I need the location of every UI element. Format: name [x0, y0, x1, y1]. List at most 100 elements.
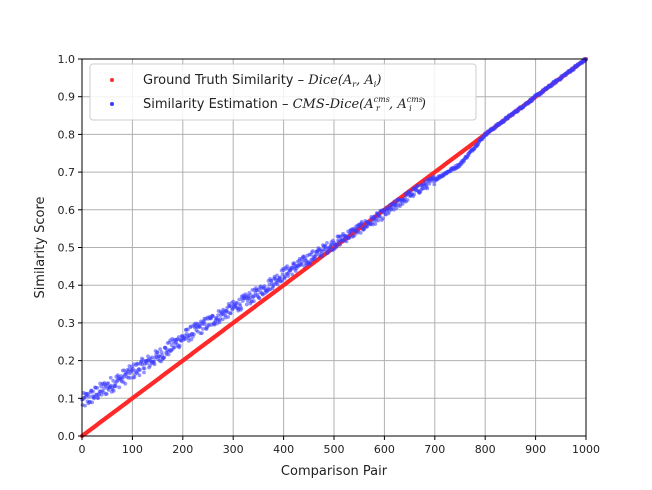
- estimation-point: [269, 278, 274, 283]
- estimation-point: [111, 389, 116, 393]
- estimation-point: [142, 370, 146, 375]
- estimation-point: [211, 314, 215, 319]
- estimation-point: [376, 218, 381, 223]
- estimation-point: [425, 186, 430, 191]
- estimation-point: [352, 233, 357, 238]
- y-tick-label: 0.4: [58, 279, 76, 292]
- estimation-point: [146, 354, 150, 359]
- estimation-point: [158, 347, 163, 352]
- legend: Ground Truth Similarity – Dice(Ar, Ai) S…: [89, 63, 477, 121]
- estimation-point: [189, 337, 194, 342]
- estimation-point: [427, 181, 432, 186]
- estimation-point: [262, 284, 267, 289]
- estimation-point: [278, 275, 282, 280]
- y-tick-label: 0.9: [58, 91, 76, 104]
- estimation-point: [152, 359, 156, 364]
- estimation-point: [128, 376, 133, 380]
- estimation-point: [405, 198, 410, 202]
- estimation-point: [338, 242, 342, 247]
- x-tick-label: 500: [324, 443, 345, 456]
- estimation-point: [251, 299, 256, 304]
- estimation-point: [145, 361, 149, 366]
- y-tick-label: 0.8: [58, 128, 76, 141]
- estimation-point: [91, 389, 95, 394]
- y-tick-label: 0.5: [58, 242, 76, 255]
- x-tick-label: 100: [122, 443, 143, 456]
- legend-label-ground-truth: Ground Truth Similarity – Dice(Ar, Ai): [143, 73, 381, 89]
- estimation-point: [373, 222, 378, 226]
- y-axis-title: Similarity Score: [33, 196, 48, 298]
- estimation-point: [83, 403, 87, 408]
- estimation-point: [104, 391, 109, 396]
- estimation-point: [117, 385, 122, 390]
- estimation-point: [228, 311, 233, 316]
- estimation-point: [113, 384, 118, 389]
- x-tick-label: 800: [475, 443, 496, 456]
- estimation-point: [394, 206, 399, 211]
- estimation-point: [239, 306, 244, 311]
- x-tick-label: 300: [223, 443, 244, 456]
- estimation-point: [358, 230, 363, 235]
- x-tick-label: 400: [273, 443, 294, 456]
- estimation-point: [286, 274, 291, 279]
- estimation-point: [150, 355, 154, 360]
- estimation-point: [290, 272, 295, 277]
- estimation-point: [244, 302, 249, 307]
- estimation-point: [166, 352, 171, 357]
- estimation-point: [123, 381, 128, 386]
- x-axis-title: Comparison Pair: [281, 464, 388, 479]
- y-tick-label: 0.0: [58, 430, 76, 443]
- estimation-point: [191, 332, 196, 337]
- estimation-point: [200, 331, 204, 336]
- estimation-point: [108, 375, 113, 380]
- estimation-point: [325, 241, 329, 245]
- estimation-point: [237, 297, 242, 302]
- estimation-point: [234, 300, 239, 305]
- estimation-point: [138, 368, 142, 373]
- estimation-point: [87, 394, 91, 399]
- estimation-point: [185, 327, 190, 332]
- estimation-series: [80, 56, 588, 408]
- legend-marker-ground-truth: [110, 78, 114, 82]
- estimation-point: [111, 378, 116, 383]
- y-tick-label: 0.7: [58, 166, 76, 179]
- estimation-point: [292, 261, 297, 265]
- y-tick-label: 1.0: [58, 53, 76, 66]
- estimation-point: [327, 248, 332, 253]
- estimation-point: [99, 392, 104, 397]
- estimation-point: [412, 192, 417, 197]
- y-tick-label: 0.6: [58, 204, 76, 217]
- estimation-point: [172, 345, 177, 350]
- estimation-point: [142, 366, 147, 371]
- y-tick-label: 0.3: [58, 317, 76, 330]
- y-tick-label: 0.2: [58, 355, 76, 368]
- x-tick-label: 600: [374, 443, 395, 456]
- legend-entry-estimation: Similarity Estimation – CMS-Dice(Acms r, …: [110, 95, 426, 113]
- estimation-point: [285, 264, 290, 269]
- estimation-point: [415, 184, 420, 189]
- estimation-point: [344, 239, 349, 244]
- estimation-point: [106, 381, 111, 386]
- x-tick-label: 900: [525, 443, 546, 456]
- x-tick-label: 700: [424, 443, 445, 456]
- legend-box: [89, 63, 477, 121]
- y-tick-label: 0.1: [58, 392, 76, 405]
- x-tick-label: 200: [172, 443, 193, 456]
- estimation-point: [159, 350, 164, 355]
- x-tick-label: 0: [79, 443, 86, 456]
- estimation-point: [231, 299, 236, 304]
- estimation-point: [247, 296, 252, 301]
- estimation-point: [90, 400, 94, 405]
- estimation-point: [95, 385, 100, 390]
- estimation-point: [275, 282, 280, 287]
- estimation-point: [257, 296, 262, 300]
- estimation-point: [217, 320, 222, 325]
- estimation-point: [177, 343, 182, 348]
- legend-marker-estimation: [110, 102, 114, 106]
- estimation-point: [308, 261, 313, 266]
- estimation-point: [96, 396, 101, 400]
- estimation-point: [122, 368, 127, 373]
- estimation-point: [220, 317, 225, 322]
- legend-entry-ground-truth: Ground Truth Similarity – Dice(Ar, Ai): [110, 73, 381, 89]
- x-tick-label: 1000: [572, 443, 600, 456]
